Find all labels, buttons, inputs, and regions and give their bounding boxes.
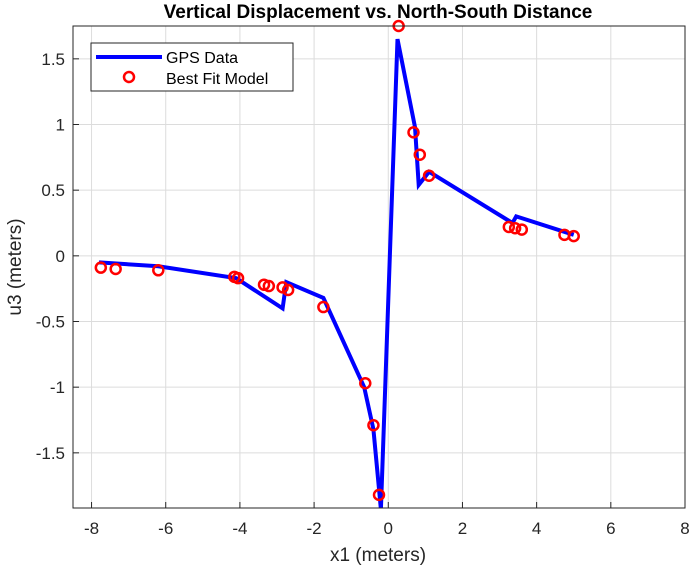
y-tick-label: 0 bbox=[56, 247, 65, 266]
x-tick-label: -4 bbox=[232, 519, 247, 538]
model-point bbox=[317, 300, 330, 314]
model-point bbox=[281, 283, 295, 297]
x-axis-label: x1 (meters) bbox=[330, 545, 426, 566]
x-tick-label: -8 bbox=[84, 519, 99, 538]
model-point bbox=[372, 488, 386, 502]
legend-label-model: Best Fit Model bbox=[166, 71, 268, 88]
plot-border bbox=[72, 25, 686, 509]
x-tick-label: 4 bbox=[532, 519, 541, 538]
y-tick-label: 0.5 bbox=[41, 181, 65, 200]
x-tick-label: -2 bbox=[307, 519, 322, 538]
x-tick-label: 6 bbox=[606, 519, 615, 538]
model-point bbox=[502, 220, 516, 234]
model-point bbox=[407, 126, 420, 139]
legend-label-gps: GPS Data bbox=[166, 50, 238, 67]
model-point bbox=[231, 271, 245, 285]
model-point bbox=[109, 262, 122, 276]
chart-title: Vertical Displacement vs. North-South Di… bbox=[164, 2, 593, 23]
legend-box bbox=[90, 42, 294, 92]
legend: GPS Data Best Fit Model bbox=[90, 42, 294, 92]
y-tick-label: -0.5 bbox=[36, 313, 65, 332]
y-axis-label: u3 (meters) bbox=[5, 218, 26, 315]
y-tick-label: -1.5 bbox=[36, 444, 65, 463]
series-line-gps-data bbox=[98, 38, 575, 508]
x-tick-label: 0 bbox=[384, 519, 393, 538]
x-tick-label: 2 bbox=[458, 519, 467, 538]
model-point bbox=[515, 223, 529, 236]
x-tick-label: 8 bbox=[680, 519, 689, 538]
model-point bbox=[359, 376, 372, 390]
y-tick-label: -1 bbox=[50, 378, 65, 397]
model-point bbox=[508, 222, 522, 235]
model-point bbox=[152, 264, 165, 277]
y-tick-label: 1 bbox=[56, 116, 65, 135]
ticks: -8 -6 -4 -2 0 2 4 6 8 -1.5 -1 -0.5 0 0.5 1 1.5 bbox=[36, 50, 690, 538]
model-point bbox=[422, 169, 436, 182]
model-point bbox=[567, 229, 580, 243]
x-tick-label: -6 bbox=[158, 519, 173, 538]
y-tick-label: 1.5 bbox=[41, 50, 65, 69]
model-point bbox=[262, 279, 276, 293]
legend-marker-swatch bbox=[122, 70, 136, 84]
model-point bbox=[413, 148, 427, 161]
model-point bbox=[367, 419, 380, 432]
model-point bbox=[94, 261, 108, 274]
